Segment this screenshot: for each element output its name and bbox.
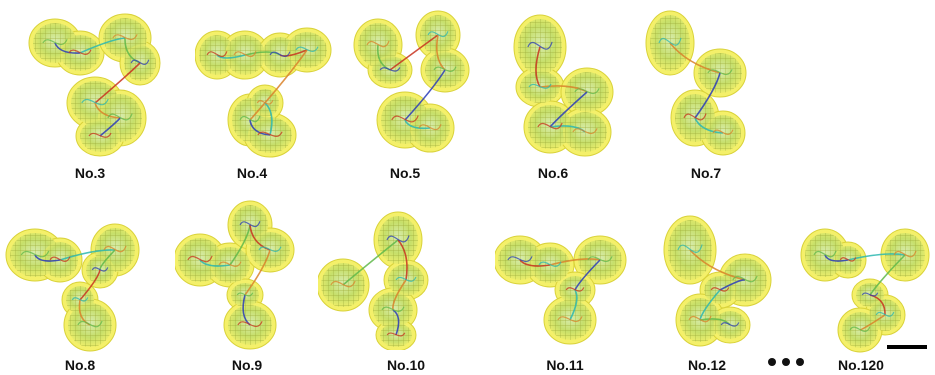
model-label-no7: No.7 [690,165,722,181]
model-label-no3: No.3 [74,165,106,181]
dot [768,358,776,366]
model-label-no9: No.9 [231,357,263,373]
density-map-no4 [195,27,332,158]
density-map-no120 [800,228,930,353]
density-map-no3 [28,13,161,157]
density-map-no7 [645,10,747,156]
density-map-no10 [318,211,429,350]
density-map-no6 [513,14,614,157]
density-map-no5 [353,10,470,153]
density-map-no12 [663,215,772,347]
model-label-no11: No.11 [546,357,584,373]
dot [796,358,804,366]
density-map-no8 [5,223,140,352]
dot [782,358,790,366]
model-label-no4: No.4 [236,165,268,181]
three-dots-icon [768,358,804,366]
model-label-no10: No.10 [386,357,426,373]
model-label-no5: No.5 [389,165,421,181]
model-label-no6: No.6 [537,165,569,181]
model-label-no8: No.8 [64,357,96,373]
model-label-no120: No.120 [838,357,884,373]
density-map-no9 [175,200,295,350]
density-map-no11 [495,235,627,345]
scale-bar [887,345,927,349]
model-label-no12: No.12 [687,357,727,373]
